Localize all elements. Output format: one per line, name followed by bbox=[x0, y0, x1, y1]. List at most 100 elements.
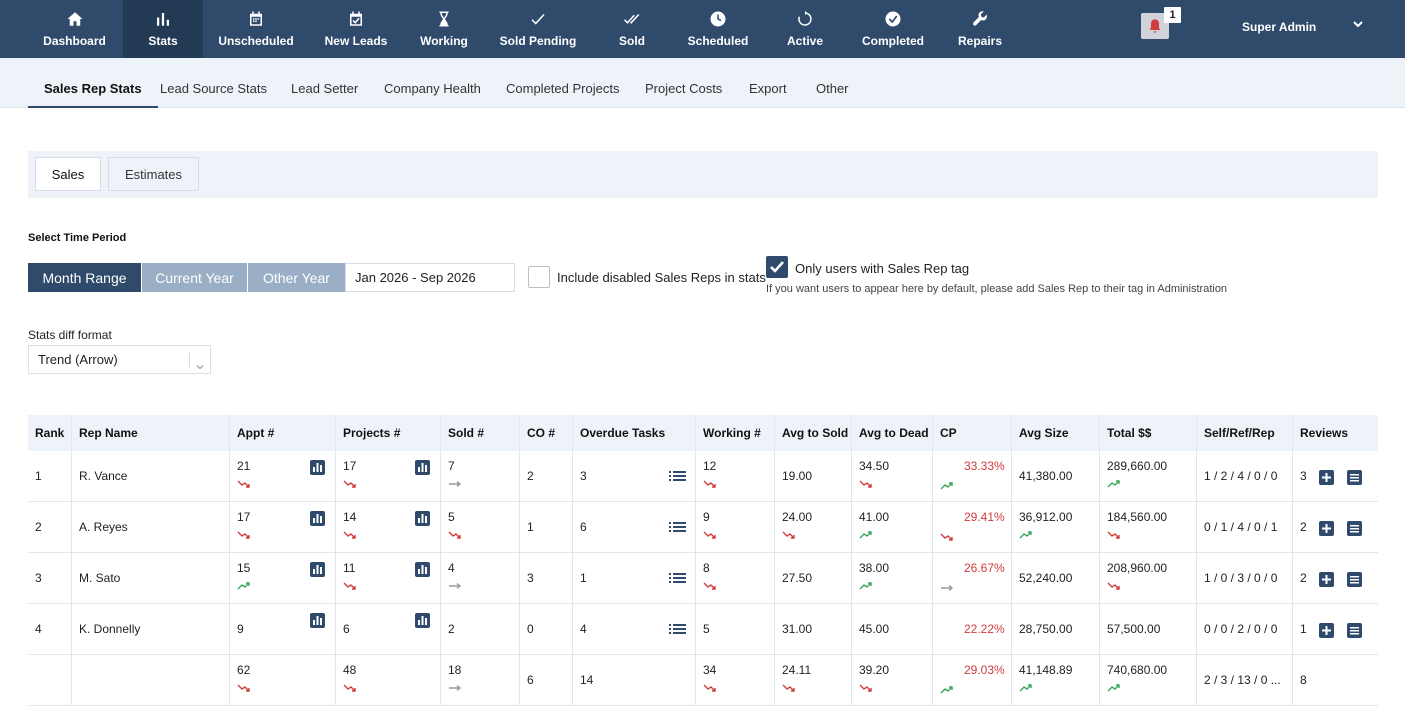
nav-item-scheduled[interactable]: Scheduled bbox=[684, 0, 752, 58]
date-range-input[interactable]: Jan 2026 - Sep 2026 bbox=[345, 263, 515, 292]
tab-sales[interactable]: Sales bbox=[35, 157, 101, 191]
nav-item-label: Sold Pending bbox=[499, 34, 577, 48]
reviews-list-icon[interactable] bbox=[1347, 623, 1362, 638]
tab-other[interactable]: Other bbox=[816, 81, 849, 96]
table-row: 3 M. Sato 15 11 4 3 1 8 27.50 38.00 26.67% 52,240.0… bbox=[28, 553, 1378, 604]
trend-down-icon bbox=[343, 528, 357, 539]
cell-self-ref-rep: 2 / 3 / 13 / 0 ... bbox=[1204, 673, 1281, 687]
tab-company-health[interactable]: Company Health bbox=[384, 81, 481, 96]
column-header-avg-size[interactable]: Avg Size bbox=[1019, 426, 1069, 440]
reviews-list-icon[interactable] bbox=[1347, 521, 1362, 536]
current-year-button[interactable]: Current Year bbox=[142, 263, 247, 292]
nav-item-label: Unscheduled bbox=[218, 34, 294, 48]
column-header-cp[interactable]: CP bbox=[940, 426, 957, 440]
hourglass-icon bbox=[439, 11, 449, 27]
add-review-icon[interactable] bbox=[1319, 572, 1334, 587]
chart-icon[interactable] bbox=[415, 613, 430, 628]
column-header-appt[interactable]: Appt # bbox=[237, 426, 275, 440]
nav-item-sold[interactable]: Sold bbox=[604, 0, 660, 58]
tab-project-costs[interactable]: Project Costs bbox=[645, 81, 723, 96]
tab-lead-setter[interactable]: Lead Setter bbox=[291, 81, 359, 96]
column-header-overdue-tasks[interactable]: Overdue Tasks bbox=[580, 426, 666, 440]
cell-cp: 26.67% bbox=[964, 561, 1005, 575]
cell-reviews: 3 bbox=[1300, 469, 1307, 483]
overdue-tasks-list-icon[interactable] bbox=[669, 470, 686, 482]
chart-icon[interactable] bbox=[310, 511, 325, 526]
cell-reviews: 1 bbox=[1300, 622, 1307, 636]
nav-item-dashboard[interactable]: Dashboard bbox=[28, 0, 121, 58]
nav-item-active[interactable]: Active bbox=[775, 0, 835, 58]
tab-lead-source-stats[interactable]: Lead Source Stats bbox=[160, 81, 267, 96]
nav-item-label: Dashboard bbox=[43, 34, 106, 48]
overdue-tasks-list-icon[interactable] bbox=[669, 572, 686, 584]
tab-export[interactable]: Export bbox=[749, 81, 787, 96]
refresh-icon bbox=[798, 10, 812, 26]
nav-item-new-leads[interactable]: New Leads bbox=[316, 0, 396, 58]
user-menu-name[interactable]: Super Admin bbox=[1242, 20, 1317, 34]
chart-icon[interactable] bbox=[415, 460, 430, 475]
overdue-tasks-list-icon[interactable] bbox=[669, 623, 686, 635]
add-review-icon[interactable] bbox=[1319, 623, 1334, 638]
tab-sales-rep-stats[interactable]: Sales Rep Stats bbox=[28, 58, 158, 108]
add-review-icon[interactable] bbox=[1319, 521, 1334, 536]
cell-appt: 15 bbox=[237, 561, 251, 575]
user-menu-toggle[interactable] bbox=[1352, 18, 1364, 30]
calendar-check-icon bbox=[350, 11, 362, 26]
include-disabled-checkbox[interactable] bbox=[528, 266, 550, 288]
cell-co: 0 bbox=[527, 622, 534, 636]
chart-icon[interactable] bbox=[310, 460, 325, 475]
add-review-icon[interactable] bbox=[1319, 470, 1334, 485]
nav-item-repairs[interactable]: Repairs bbox=[952, 0, 1008, 58]
cell-projects: 48 bbox=[343, 663, 357, 677]
nav-item-unscheduled[interactable]: Unscheduled bbox=[210, 0, 302, 58]
reviews-list-icon[interactable] bbox=[1347, 470, 1362, 485]
cell-rank: 4 bbox=[35, 622, 42, 636]
nav-item-completed[interactable]: Completed bbox=[858, 0, 928, 58]
column-divider bbox=[572, 415, 573, 706]
trend-up-icon bbox=[1019, 681, 1033, 692]
nav-item-label: Working bbox=[420, 34, 468, 48]
chart-icon[interactable] bbox=[310, 562, 325, 577]
diff-format-select[interactable]: Trend (Arrow) bbox=[28, 345, 211, 374]
column-header-reviews[interactable]: Reviews bbox=[1300, 426, 1349, 440]
column-header-sold[interactable]: Sold # bbox=[448, 426, 485, 440]
cell-cp: 29.03% bbox=[964, 663, 1005, 677]
clock-icon bbox=[710, 11, 726, 27]
column-header-total[interactable]: Total $$ bbox=[1107, 426, 1152, 440]
cell-avg-to-dead: 41.00 bbox=[859, 510, 890, 524]
wrench-icon bbox=[973, 11, 987, 26]
column-header-self-ref-rep[interactable]: Self/Ref/Rep bbox=[1204, 426, 1275, 440]
column-header-projects[interactable]: Projects # bbox=[343, 426, 401, 440]
cell-overdue-tasks: 4 bbox=[580, 622, 587, 636]
trend-up-icon bbox=[1019, 528, 1033, 539]
tab-completed-projects[interactable]: Completed Projects bbox=[506, 81, 620, 96]
table-row: 1 R. Vance 21 17 7 2 3 12 19.00 34.50 33.33% 41,380… bbox=[28, 451, 1378, 502]
tab-estimates[interactable]: Estimates bbox=[108, 157, 199, 191]
overdue-tasks-list-icon[interactable] bbox=[669, 521, 686, 533]
column-divider bbox=[851, 415, 852, 706]
column-header-rank[interactable]: Rank bbox=[35, 426, 65, 440]
nav-item-working[interactable]: Working bbox=[410, 0, 478, 58]
table-row: 4 K. Donnelly 9 6 2 0 4 5 31.00 45.00 22.22% 28,750… bbox=[28, 604, 1378, 655]
cell-avg-size: 41,380.00 bbox=[1019, 469, 1073, 483]
table-header: Rank Rep Name Appt # Projects # Sold # CO # Ov… bbox=[28, 415, 1378, 451]
month-range-button[interactable]: Month Range bbox=[28, 263, 141, 292]
select-separator bbox=[189, 353, 190, 367]
chart-icon[interactable] bbox=[415, 562, 430, 577]
reviews-list-icon[interactable] bbox=[1347, 572, 1362, 587]
cell-avg-size: 28,750.00 bbox=[1019, 622, 1073, 636]
other-year-button[interactable]: Other Year bbox=[248, 263, 345, 292]
nav-item-stats[interactable]: Stats bbox=[123, 0, 203, 58]
stats-subtabs: Sales Rep Stats Lead Source Stats Lead S… bbox=[0, 58, 1405, 108]
nav-item-label: Stats bbox=[148, 34, 178, 48]
column-header-avg-to-sold[interactable]: Avg to Sold bbox=[782, 426, 849, 440]
chart-icon[interactable] bbox=[415, 511, 430, 526]
nav-item-sold-pending[interactable]: Sold Pending bbox=[498, 0, 578, 58]
column-header-rep-name[interactable]: Rep Name bbox=[79, 426, 138, 440]
column-header-working[interactable]: Working # bbox=[703, 426, 761, 440]
cell-working: 9 bbox=[703, 510, 710, 524]
chart-icon[interactable] bbox=[310, 613, 325, 628]
only-sales-rep-checkbox[interactable] bbox=[766, 256, 788, 278]
column-header-avg-to-dead[interactable]: Avg to Dead bbox=[859, 426, 929, 440]
column-header-co[interactable]: CO # bbox=[527, 426, 556, 440]
